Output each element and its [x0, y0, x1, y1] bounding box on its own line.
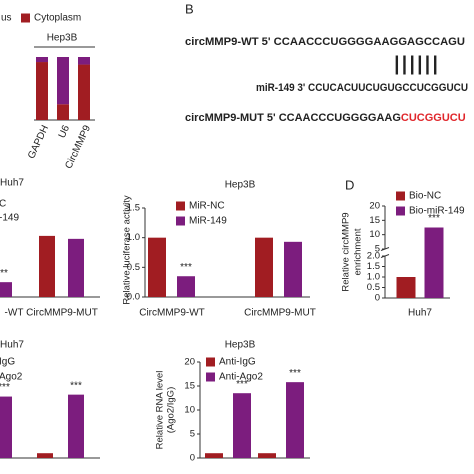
y-tick-label: 20	[184, 357, 195, 368]
legend-label: -149	[0, 213, 19, 224]
y-tick-label: 15	[184, 381, 195, 392]
legend-label: Anti-Ago2	[219, 372, 263, 383]
significance: ***	[428, 213, 440, 224]
legend-label: IgG	[0, 357, 15, 368]
wt-sequence: circMMP9-WT 5' CCAACCCUGGGGAAGGAGCCAGU	[185, 36, 465, 48]
y-tick-label: 0	[375, 293, 380, 304]
significance: **	[0, 268, 8, 279]
y-tick-label: 0.5	[367, 282, 380, 293]
mut-sequence-changed: CUCGGUCU	[401, 112, 466, 124]
legend-swatch	[176, 216, 185, 226]
chart-title: Hep3B	[225, 180, 256, 191]
bar	[68, 238, 84, 297]
x-tick-label: U6	[57, 123, 73, 140]
legend-label: Bio-miR-149	[409, 206, 465, 217]
y-axis-label: Relative circMMP9	[341, 212, 352, 291]
legend-label: C	[0, 199, 6, 210]
legend-label: us	[1, 13, 12, 24]
y-tick-label: 1.5	[367, 261, 380, 272]
y-tick-label: 1.0	[367, 272, 380, 283]
bar	[68, 394, 84, 458]
x-tick-label: CircMMP9-MUT	[244, 308, 316, 319]
x-tick-label: CircMMP9-MUT	[26, 308, 98, 319]
chart-title: Hep3B	[225, 340, 256, 351]
bar	[286, 382, 304, 458]
y-tick-label: 10	[369, 229, 380, 240]
legend-label: Cytoplasm	[34, 13, 81, 24]
panel-label: D	[345, 177, 354, 192]
bar	[255, 237, 273, 297]
y-tick-label: 0.5	[127, 262, 140, 273]
bar	[0, 282, 12, 297]
x-tick-label: CircMMP9-WT	[139, 308, 205, 319]
legend-label: MiR-NC	[189, 201, 225, 212]
bar	[39, 235, 55, 297]
bar	[78, 57, 90, 65]
bar	[36, 62, 48, 120]
significance: ***	[70, 380, 82, 391]
y-tick-label: 0.0	[127, 292, 140, 303]
y-tick-label: 15	[369, 215, 380, 226]
bar	[177, 276, 195, 297]
significance: ***	[289, 368, 301, 379]
mut-sequence: circMMP9-MUT 5' CCAACCCUGGGGAAGCUCGGUCU	[185, 112, 466, 124]
y-tick-label: 1.5	[127, 203, 140, 214]
bar	[37, 453, 53, 458]
bar	[233, 393, 251, 458]
bar	[148, 237, 166, 297]
legend-swatch	[176, 201, 185, 211]
chart-title: Hep3B	[47, 33, 78, 44]
bar	[57, 104, 69, 120]
panel-label: B	[185, 1, 194, 16]
legend-label: Bio-NC	[409, 191, 441, 202]
significance: ***	[180, 262, 192, 273]
bar	[36, 57, 48, 63]
y-axis-label: Relative RNA level	[155, 371, 166, 450]
bar	[205, 453, 223, 458]
legend-label: Ago2	[0, 372, 23, 383]
legend-label: Anti-IgG	[219, 357, 256, 368]
legend-label: MiR-149	[189, 216, 227, 227]
y-axis-label: (Ago2/IgG)	[166, 387, 177, 433]
x-tick-label: -WT	[5, 308, 24, 319]
bar	[424, 227, 444, 298]
chart-title: Huh7	[0, 340, 24, 351]
y-axis-label: enrichment	[353, 228, 364, 275]
y-tick-label: 2.0	[367, 251, 380, 262]
legend-swatch	[206, 357, 215, 367]
mir-sequence: miR-149 3' CCUCACUUCUGUGCCUCGGUCU	[256, 82, 468, 94]
y-tick-label: 5	[190, 429, 195, 440]
x-tick-label: GAPDH	[26, 124, 51, 161]
y-tick-label: 10	[184, 405, 195, 416]
y-tick-label: 5	[375, 244, 380, 255]
bar	[284, 241, 302, 297]
legend-swatch	[21, 13, 30, 23]
y-axis-label: Relative luciferase activity	[122, 195, 133, 305]
pairing: ||||||	[393, 53, 439, 75]
bar	[78, 64, 90, 120]
y-tick-label: 1.0	[127, 232, 140, 243]
bar	[0, 396, 12, 458]
legend-swatch	[206, 372, 215, 382]
bar	[258, 453, 276, 458]
x-tick-label: Huh7	[408, 308, 432, 319]
chart-title: Huh7	[0, 178, 24, 189]
y-tick-label: 20	[369, 201, 380, 212]
mut-sequence-kept: circMMP9-MUT 5' CCAACCCUGGGGAAG	[185, 112, 401, 124]
y-tick-label: 0	[190, 453, 195, 464]
legend-swatch	[396, 206, 405, 216]
significance: ***	[236, 379, 248, 390]
significance: ***	[0, 382, 10, 393]
bar	[396, 277, 416, 298]
bar	[57, 57, 69, 105]
legend-swatch	[396, 191, 405, 201]
